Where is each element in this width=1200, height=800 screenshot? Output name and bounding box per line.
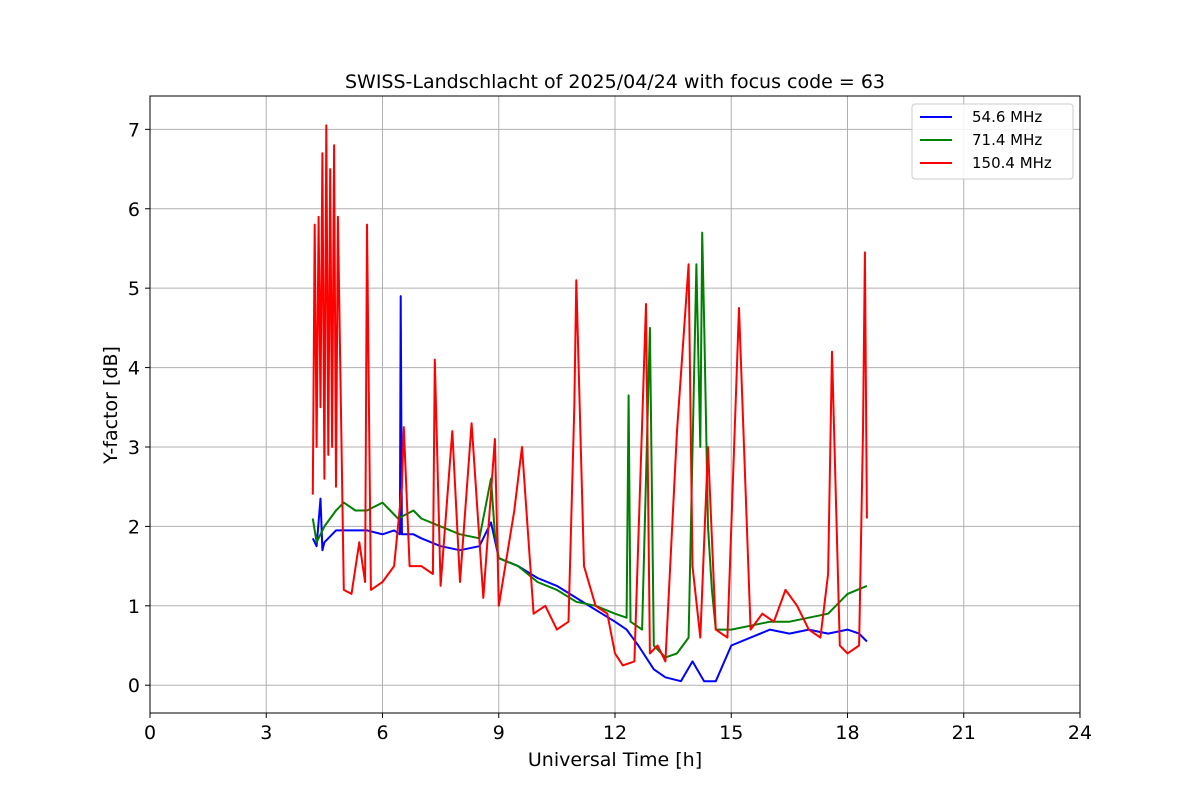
legend-label-0: 54.6 MHz [972, 108, 1042, 126]
legend-label-1: 71.4 MHz [972, 131, 1042, 149]
y-tick-label: 4 [128, 358, 140, 380]
y-tick-label: 3 [128, 437, 140, 459]
y-tick-label: 0 [128, 675, 140, 697]
x-tick-label: 24 [1068, 722, 1092, 744]
y-tick-label: 1 [128, 596, 140, 618]
series-layer [311, 124, 868, 683]
x-tick-label: 18 [835, 722, 859, 744]
y-axis-label: Y-factor [dB] [100, 346, 122, 465]
series-line-2 [311, 124, 868, 667]
chart-title: SWISS-Landschlacht of 2025/04/24 with fo… [345, 71, 885, 93]
series-line-1 [311, 231, 868, 659]
y-tick-label: 2 [128, 516, 140, 538]
x-tick-label: 3 [260, 722, 272, 744]
x-tick-label: 12 [603, 722, 627, 744]
legend: 54.6 MHz 71.4 MHz 150.4 MHz [911, 103, 1074, 180]
x-tick-label: 0 [144, 722, 156, 744]
y-tick-label: 7 [128, 119, 140, 141]
y-tick-label: 5 [128, 278, 140, 300]
x-tick-label: 6 [376, 722, 388, 744]
x-tick-label: 15 [719, 722, 743, 744]
y-tick-label: 6 [128, 199, 140, 221]
x-tick-label: 9 [493, 722, 505, 744]
x-axis-label: Universal Time [h] [528, 749, 702, 771]
legend-label-2: 150.4 MHz [972, 154, 1052, 172]
legend-box [911, 103, 1074, 180]
x-tick-label: 21 [952, 722, 976, 744]
